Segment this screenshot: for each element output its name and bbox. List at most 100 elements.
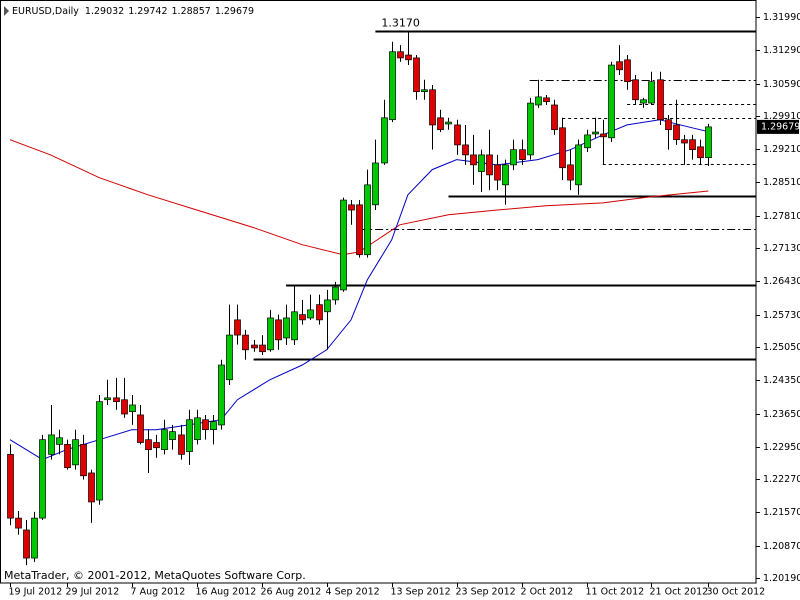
x-tick-label: 29 Jul 2012 bbox=[66, 587, 120, 598]
plot-frame bbox=[0, 0, 757, 584]
candle-body-down bbox=[64, 444, 71, 469]
moving-average-line bbox=[9, 119, 709, 461]
x-tick-label: 4 Sep 2012 bbox=[326, 587, 380, 598]
candle-body-down bbox=[121, 399, 128, 415]
candle-body-down bbox=[462, 144, 469, 156]
candle-body-down bbox=[494, 164, 501, 181]
candle-body-up bbox=[324, 299, 331, 313]
candle-body-up bbox=[364, 184, 371, 256]
candle-body-up bbox=[291, 311, 298, 341]
candle-body-up bbox=[307, 309, 314, 319]
header-high: 1.29742 bbox=[128, 6, 167, 17]
y-tick-label: 1.29210 bbox=[763, 144, 800, 155]
candle-body-down bbox=[275, 319, 282, 341]
candle-body-up bbox=[96, 401, 103, 501]
candle-body-down bbox=[15, 517, 22, 529]
candle-body-down bbox=[356, 204, 363, 256]
candle-body-up bbox=[340, 199, 347, 291]
candle-body-up bbox=[194, 417, 201, 441]
candle-body-down bbox=[413, 57, 420, 93]
candle-body-down bbox=[543, 97, 550, 102]
axes: 1.31990 1.31290 1.30590 1.29910 1.29210 1.285… bbox=[9, 12, 800, 598]
candle-body-up bbox=[72, 439, 79, 466]
y-tick-label: 1.29910 bbox=[763, 111, 800, 122]
y-tick-label: 1.25050 bbox=[763, 342, 800, 353]
y-tick-label: 1.31990 bbox=[763, 12, 800, 23]
y-tick-label: 1.21570 bbox=[763, 507, 800, 518]
x-tick-label: 19 Jul 2012 bbox=[9, 587, 63, 598]
candle-body-up bbox=[332, 286, 339, 301]
candle-body-up bbox=[592, 131, 599, 135]
candle-body-down bbox=[80, 444, 87, 477]
candle-body-down bbox=[137, 414, 144, 443]
candle-body-up bbox=[218, 364, 225, 426]
candle-body-up bbox=[161, 429, 168, 450]
candle-body-up bbox=[372, 162, 379, 206]
candle-body-down bbox=[454, 124, 461, 146]
x-tick-label: 2 Oct 2012 bbox=[521, 587, 574, 598]
candle-body-down bbox=[673, 124, 680, 141]
candle-body-up bbox=[210, 421, 217, 431]
candle-body-up bbox=[705, 126, 712, 158]
x-tick-label: 21 Oct 2012 bbox=[650, 587, 709, 598]
candle-body-down bbox=[689, 139, 696, 151]
candle-body-up bbox=[421, 89, 428, 93]
candle-body-down bbox=[697, 146, 704, 159]
candle-body-down bbox=[23, 529, 30, 559]
candle-body-up bbox=[39, 439, 46, 519]
candle-body-down bbox=[153, 442, 160, 449]
x-tick-label: 26 Aug 2012 bbox=[261, 587, 322, 598]
x-tick-label: 7 Aug 2012 bbox=[131, 587, 186, 598]
price-box bbox=[757, 119, 799, 134]
candle-body-up bbox=[169, 431, 176, 441]
candle-body-down bbox=[178, 434, 185, 455]
candle-body-up bbox=[502, 164, 509, 186]
y-tick-label: 1.31290 bbox=[763, 45, 800, 56]
candle-body-up bbox=[48, 434, 55, 455]
header-close: 1.29679 bbox=[215, 6, 254, 17]
candle-body-up bbox=[527, 102, 534, 156]
candle-body-down bbox=[551, 104, 558, 131]
y-tick-label: 1.20870 bbox=[763, 541, 800, 552]
candle-body-down bbox=[437, 117, 444, 131]
y-tick-label: 1.27810 bbox=[763, 211, 800, 222]
x-tick-label: 11 Oct 2012 bbox=[586, 587, 645, 598]
candle-body-down bbox=[665, 119, 672, 131]
y-tick-label: 1.28510 bbox=[763, 177, 800, 188]
y-tick-label: 1.27130 bbox=[763, 243, 800, 254]
candle-body-down bbox=[470, 154, 477, 166]
candle-body-up bbox=[510, 149, 517, 166]
y-tick-label: 1.22270 bbox=[763, 474, 800, 485]
candle-body-up bbox=[56, 437, 63, 445]
x-tick-label: 23 Sep 2012 bbox=[456, 587, 516, 598]
candle-body-down bbox=[559, 127, 566, 169]
candle-body-down bbox=[519, 149, 526, 160]
candle-body-down bbox=[624, 59, 631, 83]
y-tick-label: 1.22950 bbox=[763, 442, 800, 453]
candle-body-up bbox=[31, 517, 38, 559]
candle-body-down bbox=[600, 133, 607, 138]
candle-body-down bbox=[681, 139, 688, 144]
footer: MetaTrader, © 2001-2012, MetaQuotes Soft… bbox=[4, 569, 306, 582]
candle-body-down bbox=[348, 204, 355, 211]
level-label: 1.3170 bbox=[381, 17, 420, 30]
candle-body-down bbox=[657, 79, 664, 121]
moving-average-line bbox=[9, 139, 709, 256]
x-tick-label: 30 Oct 2012 bbox=[707, 587, 766, 598]
candle-body-up bbox=[283, 317, 290, 339]
candle-body-up bbox=[445, 121, 452, 125]
candle-body-up bbox=[226, 334, 233, 381]
price-box-label: 1.29679 bbox=[761, 121, 800, 132]
candle-body-down bbox=[405, 54, 412, 61]
candle-body-down bbox=[316, 304, 323, 321]
candle-body-down bbox=[145, 439, 152, 450]
x-tick-label: 13 Sep 2012 bbox=[391, 587, 451, 598]
candle-body-up bbox=[104, 397, 111, 401]
y-tick-label: 1.23650 bbox=[763, 409, 800, 420]
y-tick-label: 1.25730 bbox=[763, 310, 800, 321]
candle-body-down bbox=[632, 79, 639, 101]
